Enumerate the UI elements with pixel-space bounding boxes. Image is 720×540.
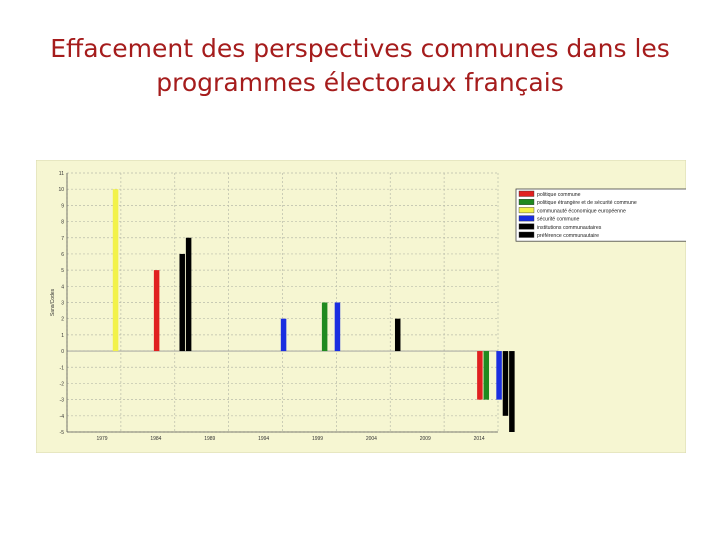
legend-label: sécurité commune (537, 217, 579, 223)
y-tick-label: 5 (61, 268, 64, 274)
x-tick-label: 2009 (420, 436, 431, 442)
x-tick-label: 1984 (150, 436, 161, 442)
y-tick-label: -1 (60, 365, 65, 371)
x-tick-label: 2014 (474, 436, 485, 442)
chart-container: 11 10 9 8 7 6 5 4 3 2 1 0 -1 -2 -3 -4 -5 Sans/Codes 1979 19… (35, 159, 692, 454)
x-tick-label: 1994 (258, 436, 269, 442)
legend-label: communauté économique européenne (537, 208, 626, 214)
legend-label: politique étrangère et de sécurité commu… (537, 200, 637, 206)
y-tick-label: -2 (60, 381, 65, 387)
x-tick-label: 1999 (312, 436, 323, 442)
slide-title-line-1: Effacement des perspectives communes dan… (50, 34, 670, 63)
y-tick-label: -3 (60, 398, 65, 404)
bar (496, 351, 502, 400)
legend-swatch (518, 207, 535, 214)
slide-title: Effacement des perspectives communes dan… (0, 32, 720, 100)
y-tick-label: 10 (58, 187, 64, 193)
legend-swatch (518, 231, 535, 238)
bar (179, 253, 185, 352)
bar (483, 351, 490, 400)
y-tick-label: 9 (61, 203, 64, 209)
y-tick-label: 0 (61, 349, 64, 355)
legend-swatch (518, 199, 535, 205)
legend-label: politique commune (537, 192, 581, 198)
legend-swatch (518, 215, 535, 222)
bar (280, 318, 287, 352)
y-tick-label: 2 (61, 317, 64, 323)
legend-swatch (518, 223, 535, 230)
legend-label: institutions communautaires (537, 225, 602, 231)
y-tick-label: 3 (61, 301, 64, 307)
bar (394, 318, 401, 352)
y-tick-label: -4 (60, 414, 65, 420)
y-tick-label: 1 (61, 333, 64, 339)
bar (185, 237, 192, 352)
y-tick-label: -5 (60, 430, 65, 436)
legend-swatch (518, 190, 535, 197)
bar (334, 302, 341, 352)
y-tick-label: 4 (61, 284, 64, 290)
y-tick-label: 6 (61, 252, 64, 258)
bar (509, 351, 515, 432)
bar (502, 351, 509, 416)
slide-title-line-2: programmes électoraux français (156, 68, 564, 97)
bar (153, 270, 160, 352)
y-tick-label: 7 (61, 236, 64, 242)
x-tick-label: 1989 (204, 436, 215, 442)
y-axis-label: Sans/Codes (50, 288, 56, 316)
bar (112, 189, 119, 352)
x-tick-label: 2004 (366, 436, 377, 442)
legend-label: préférence communautaire (537, 233, 599, 239)
x-tick-label: 1979 (96, 436, 107, 442)
bar (477, 351, 483, 400)
bar (321, 302, 328, 352)
y-tick-label: 11 (59, 171, 64, 177)
y-tick-label: 8 (61, 220, 64, 226)
